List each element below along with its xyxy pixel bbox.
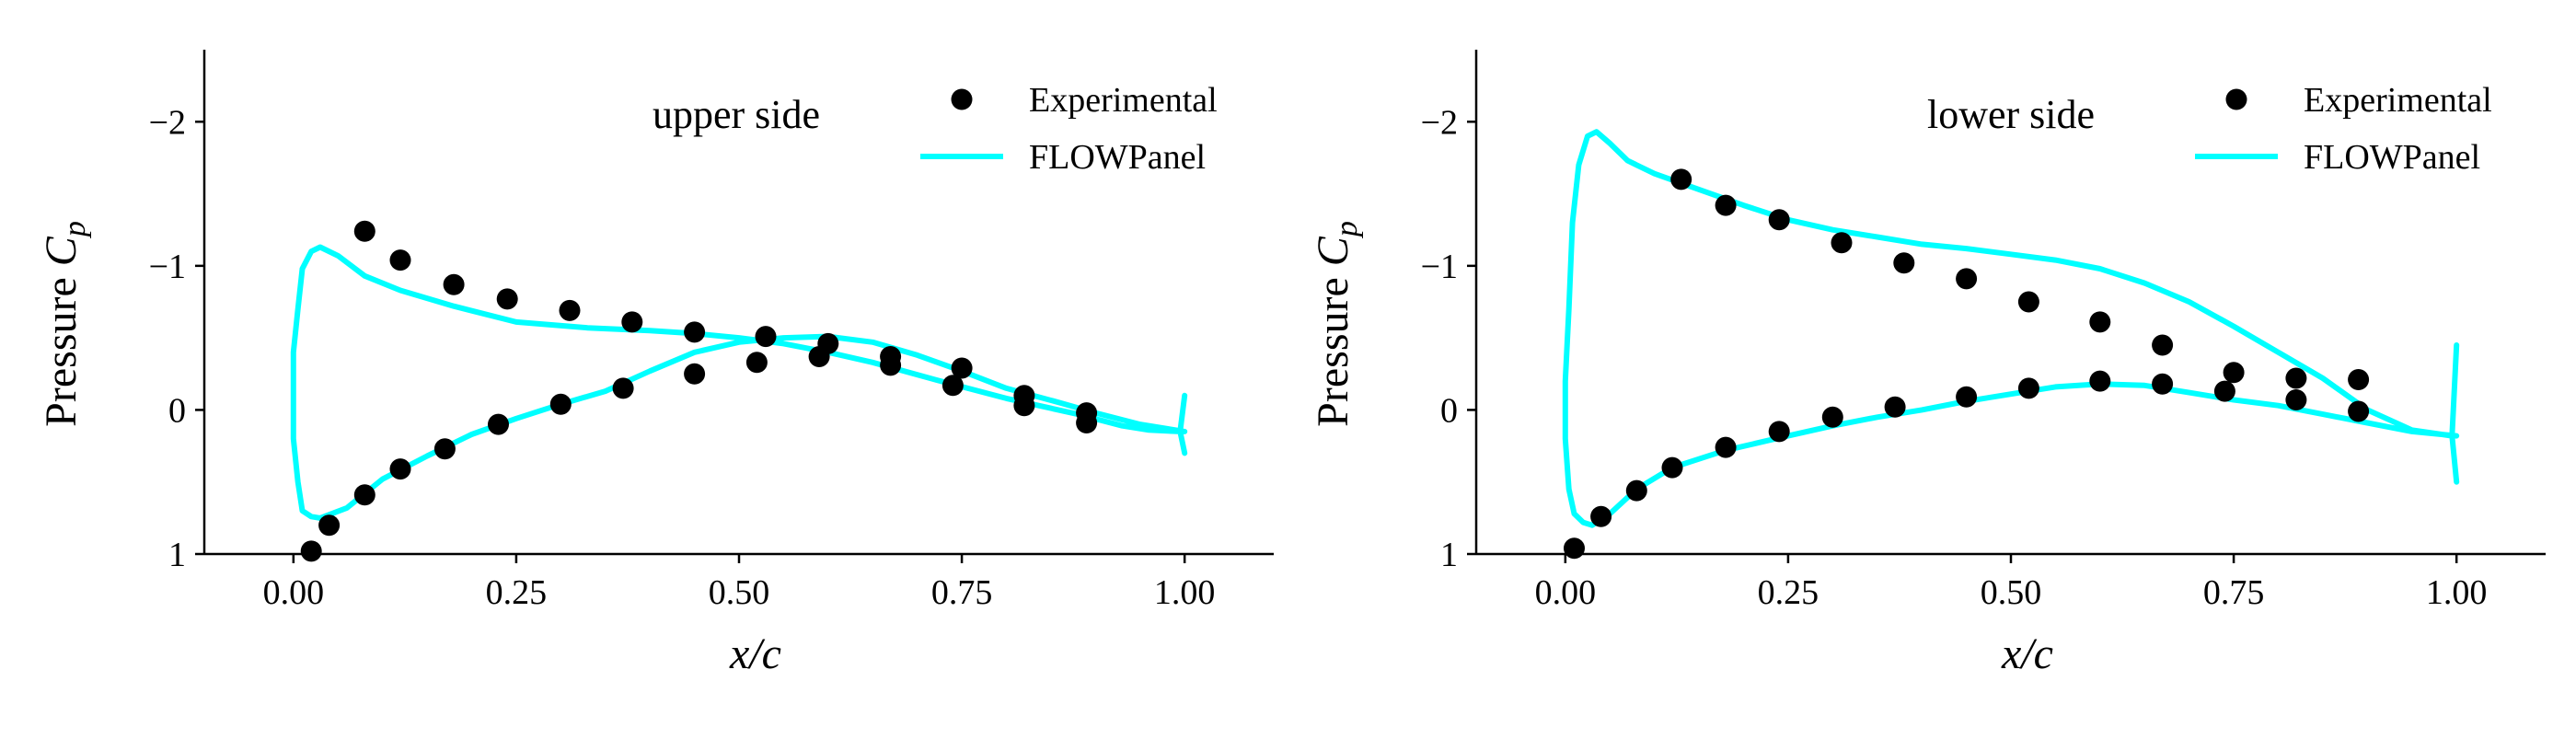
y-tick-label: −2 xyxy=(1421,103,1458,142)
y-axis-label-subscript: p xyxy=(58,221,92,238)
experimental-point xyxy=(1715,436,1737,458)
experimental-point xyxy=(496,288,518,310)
experimental-point xyxy=(1956,268,1978,290)
y-tick-label: 0 xyxy=(1440,391,1458,430)
experimental-point xyxy=(1884,396,1906,418)
y-axis-label-subscript: p xyxy=(1330,221,1364,238)
experimental-point xyxy=(684,363,706,385)
legend-label: Experimental xyxy=(2304,81,2492,120)
panel-annotation: upper side xyxy=(653,92,820,137)
legend-label: FLOWPanel xyxy=(2304,138,2480,177)
x-tick-label: 0.00 xyxy=(263,573,325,612)
experimental-point xyxy=(621,311,643,333)
experimental-point xyxy=(745,352,768,374)
experimental-point xyxy=(559,299,581,321)
experimental-point xyxy=(755,326,777,348)
experimental-point xyxy=(1625,479,1647,502)
experimental-point xyxy=(2348,369,2370,390)
experimental-point xyxy=(549,393,572,415)
y-tick-label: 1 xyxy=(1440,536,1458,574)
panel-annotation: lower side xyxy=(1927,92,2095,137)
experimental-point xyxy=(1661,456,1683,479)
y-axis-label-prefix: Pressure xyxy=(37,266,86,427)
legend: Experimental FLOWPanel xyxy=(920,81,1218,177)
experimental-point xyxy=(2285,389,2307,410)
experimental-point xyxy=(1831,232,1853,254)
experimental-point xyxy=(1715,194,1737,216)
experimental-point xyxy=(1670,168,1692,191)
experimental-point xyxy=(1893,252,1915,274)
legend-label: Experimental xyxy=(1029,81,1218,120)
experimental-point xyxy=(880,346,902,367)
experimental-point xyxy=(300,540,322,562)
experimental-point xyxy=(1076,402,1098,424)
x-tick-label: 0.75 xyxy=(931,573,993,612)
experimental-point xyxy=(1768,209,1790,231)
y-tick-label: −1 xyxy=(149,248,186,286)
legend: Experimental FLOWPanel xyxy=(2195,81,2492,177)
x-tick-label: 0.75 xyxy=(2203,573,2265,612)
experimental-point xyxy=(389,458,411,480)
legend-label: FLOWPanel xyxy=(1029,138,1206,177)
experimental-point xyxy=(2152,373,2174,395)
y-axis-label-prefix: Pressure xyxy=(1309,266,1357,427)
y-axis-label-symbol: C xyxy=(37,236,86,266)
flowpanel-line xyxy=(1562,129,2460,528)
series-points xyxy=(1564,168,2370,560)
x-tick-label: 1.00 xyxy=(2426,573,2488,612)
experimental-point xyxy=(1956,386,1978,408)
experimental-point xyxy=(433,438,456,460)
experimental-point xyxy=(612,377,634,399)
experimental-point xyxy=(951,357,973,379)
y-axis-label: Pressure Cp xyxy=(1309,221,1364,427)
experimental-point xyxy=(353,484,375,506)
y-tick-label: 1 xyxy=(168,536,186,574)
chart-lower-side: 0.00 0.25 0.50 0.75 1.00 −2 −1 0 1 x/c Pressure Cp… xyxy=(1309,50,2546,678)
experimental-point xyxy=(2223,362,2245,384)
experimental-point xyxy=(2089,370,2111,392)
x-tick-label: 0.50 xyxy=(709,573,770,612)
flowpanel-line xyxy=(290,244,1188,521)
series-lines xyxy=(290,244,1188,521)
x-axis-label: x/c xyxy=(2001,629,2053,678)
experimental-point xyxy=(1590,505,1612,527)
experimental-point xyxy=(443,273,465,295)
chart-upper-side: 0.00 0.25 0.50 0.75 1.00 −2 −1 0 1 x/c Pressure Cp… xyxy=(37,50,1274,678)
experimental-point xyxy=(318,514,341,537)
x-axis-label: x/c xyxy=(729,629,781,678)
experimental-point xyxy=(488,413,509,435)
series-points xyxy=(300,220,1098,562)
x-tick-label: 0.25 xyxy=(486,573,548,612)
experimental-point xyxy=(1821,406,1843,428)
experimental-point xyxy=(817,332,839,354)
x-tick-label: 0.50 xyxy=(1981,573,2042,612)
y-tick-label: 0 xyxy=(168,391,186,430)
y-axis-label-symbol: C xyxy=(1309,236,1357,266)
legend-marker-experimental xyxy=(951,88,973,110)
experimental-point xyxy=(1564,537,1585,560)
y-tick-label: −2 xyxy=(149,103,186,142)
experimental-point xyxy=(1768,421,1790,443)
experimental-point xyxy=(941,375,964,397)
series-lines xyxy=(1562,129,2460,528)
experimental-point xyxy=(353,220,375,242)
experimental-point xyxy=(684,321,706,343)
experimental-point xyxy=(1013,385,1035,407)
experimental-point xyxy=(2017,377,2039,399)
experimental-point xyxy=(2017,291,2039,313)
experimental-point xyxy=(2213,380,2235,402)
experimental-point xyxy=(2152,334,2174,356)
experimental-point xyxy=(389,249,411,271)
x-tick-label: 1.00 xyxy=(1154,573,1216,612)
y-axis-label: Pressure Cp xyxy=(37,221,92,427)
experimental-point xyxy=(2285,367,2307,389)
legend-marker-experimental xyxy=(2225,88,2247,110)
x-tick-label: 0.00 xyxy=(1535,573,1597,612)
experimental-point xyxy=(2089,311,2111,333)
x-tick-label: 0.25 xyxy=(1758,573,1819,612)
experimental-point xyxy=(2348,400,2370,422)
y-tick-label: −1 xyxy=(1421,248,1458,286)
